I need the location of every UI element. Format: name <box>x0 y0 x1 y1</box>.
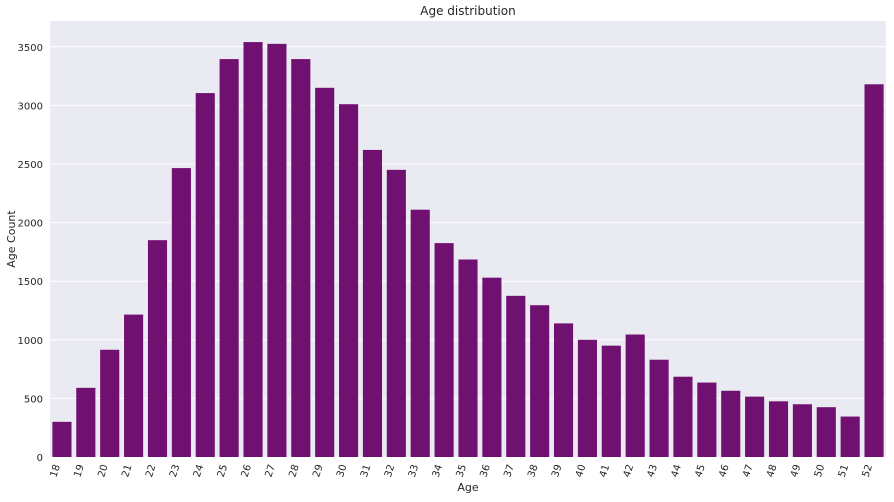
bar-age-22 <box>147 240 168 457</box>
bar-age-32 <box>386 169 406 457</box>
bar-age-19 <box>76 387 96 457</box>
bar-age-46 <box>721 390 741 457</box>
bar-age-49 <box>792 404 812 457</box>
bar-age-52 <box>864 84 884 458</box>
x-axis-label: Age <box>457 481 479 494</box>
x-tick-label: 27 <box>264 463 278 479</box>
x-tick-label: 38 <box>526 463 540 479</box>
x-tick-label: 48 <box>765 463 779 479</box>
bar-age-27 <box>267 43 287 458</box>
x-tick-label: 23 <box>168 463 182 479</box>
x-tick-label: 21 <box>120 463 134 479</box>
y-tick-label: 500 <box>24 394 43 405</box>
x-tick-label: 42 <box>622 463 636 479</box>
bar-age-31 <box>362 149 383 457</box>
x-tick-label: 30 <box>335 463 349 479</box>
x-tick-label: 46 <box>717 463 731 479</box>
y-tick-label: 0 <box>37 453 43 464</box>
bars <box>52 42 884 458</box>
x-tick-label: 39 <box>550 463 564 479</box>
bar-age-23 <box>171 168 191 457</box>
x-tick-label: 26 <box>240 463 254 479</box>
x-tick-label: 29 <box>311 463 325 479</box>
y-tick-label: 2500 <box>18 160 43 171</box>
x-tick-label: 34 <box>431 463 445 479</box>
x-tick-label: 41 <box>598 463 612 479</box>
x-tick-label: 37 <box>502 463 516 479</box>
y-tick-label: 1500 <box>18 277 43 288</box>
x-tick-label: 20 <box>96 463 110 479</box>
x-tick-label: 52 <box>861 463 875 479</box>
bar-age-35 <box>458 259 478 457</box>
y-tick-labels: 0 500 1000 1500 2000 2500 3000 3500 <box>18 43 43 464</box>
x-tick-label: 31 <box>359 463 373 479</box>
bar-age-20 <box>100 349 120 457</box>
x-tick-label: 50 <box>813 463 827 479</box>
bar-age-28 <box>291 59 311 457</box>
bar-age-25 <box>219 59 239 457</box>
bar-age-21 <box>124 314 144 457</box>
bar-age-42 <box>625 334 645 457</box>
bar-age-50 <box>816 407 836 457</box>
bar-age-33 <box>410 209 430 457</box>
bar-age-41 <box>601 345 621 457</box>
bar-age-24 <box>195 93 215 458</box>
bar-age-37 <box>506 295 526 457</box>
bar-age-18 <box>52 421 72 457</box>
y-tick-label: 2000 <box>18 219 43 230</box>
x-tick-label: 32 <box>383 463 397 479</box>
y-tick-label: 1000 <box>18 336 43 347</box>
x-tick-label: 22 <box>144 463 158 479</box>
bar-age-26 <box>243 42 263 458</box>
y-tick-label: 3500 <box>18 43 43 54</box>
x-tick-label: 24 <box>192 463 206 479</box>
y-axis-label: Age Count <box>5 210 18 268</box>
bar-age-38 <box>530 305 550 457</box>
x-tick-labels: 18 19 20 21 22 23 24 25 26 27 28 29 30 31 32 33 34 35 36 37… <box>49 463 876 479</box>
x-tick-label: 47 <box>741 463 755 479</box>
x-tick-label: 36 <box>479 463 493 479</box>
x-tick-label: 18 <box>49 463 63 479</box>
x-tick-label: 35 <box>455 463 469 479</box>
chart-title: Age distribution <box>420 4 515 18</box>
x-tick-label: 51 <box>837 463 851 479</box>
x-tick-label: 40 <box>574 463 588 479</box>
x-tick-label: 33 <box>407 463 421 479</box>
bar-age-39 <box>553 323 574 457</box>
bar-age-48 <box>768 401 789 457</box>
y-tick-label: 3000 <box>18 101 43 112</box>
bar-age-36 <box>482 277 502 457</box>
x-tick-label: 25 <box>216 463 230 479</box>
bar-age-44 <box>673 376 693 457</box>
x-tick-label: 45 <box>693 463 707 479</box>
bar-age-30 <box>339 104 359 457</box>
bar-age-45 <box>697 382 717 457</box>
bar-age-43 <box>649 359 669 457</box>
x-tick-label: 44 <box>670 463 684 479</box>
x-tick-label: 43 <box>646 463 660 479</box>
x-tick-label: 28 <box>287 463 301 479</box>
bar-age-29 <box>315 87 335 457</box>
bar-age-47 <box>745 396 765 457</box>
x-tick-label: 49 <box>789 463 803 479</box>
bar-age-40 <box>577 339 597 457</box>
x-tick-label: 19 <box>72 463 86 479</box>
bar-age-51 <box>840 416 860 457</box>
bar-age-34 <box>434 243 454 457</box>
